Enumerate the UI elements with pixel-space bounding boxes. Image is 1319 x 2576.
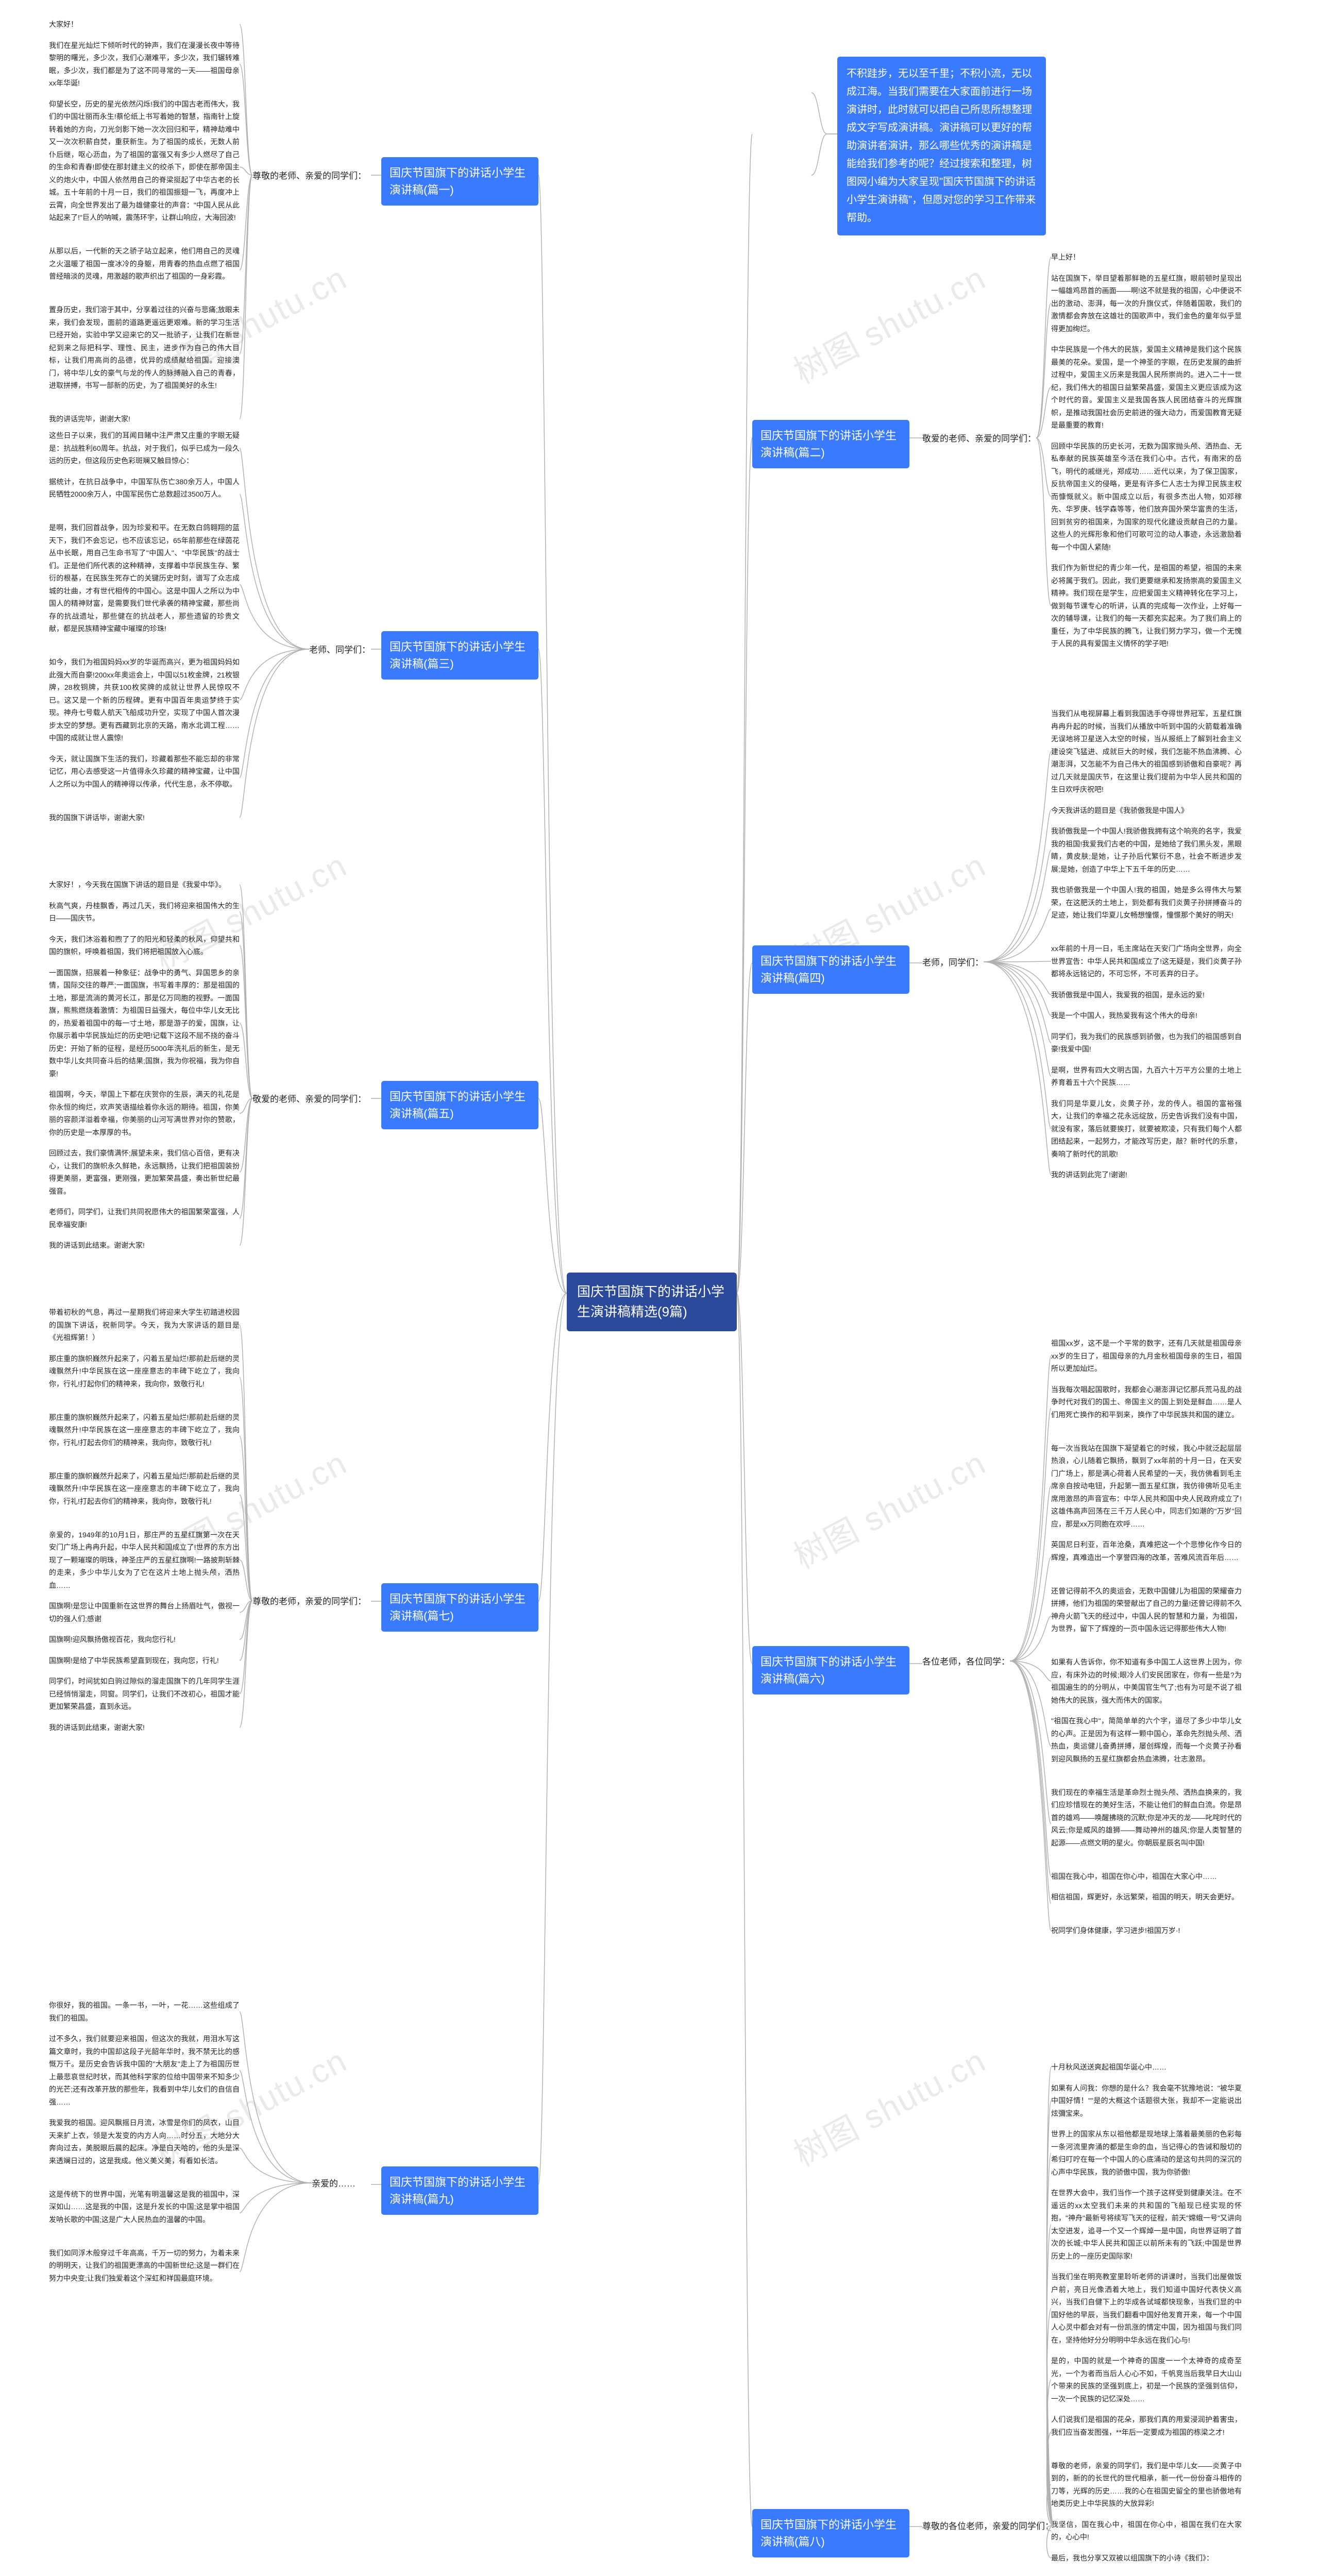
salutation-label: 老师，同学们： (922, 956, 984, 970)
salutation-label: 老师、同学们： (309, 643, 370, 657)
salutation-label: 尊敬的老师、亲爱的同学们： (252, 169, 366, 183)
watermark: 树图 shutu.cn (784, 2035, 993, 2176)
paragraph: 当我每次唱起国歌时，我都会心潮澎湃记忆那兵荒马乱的战争时代对我们的国土、帝国主义… (1051, 1383, 1242, 1421)
paragraph: 我骄傲我是中国人，我爱我的祖国，是永远的爱! (1051, 989, 1242, 1002)
paragraph: 我骄傲我是一个中国人!我骄傲我拥有这个响亮的名字，我爱我的祖国!我爱我们古老的中… (1051, 825, 1242, 875)
topic-node[interactable]: 国庆节国旗下的讲话小学生演讲稿(篇六) (752, 1646, 909, 1694)
salutation-label: 尊敬的各位老师，亲爱的同学们： (922, 2519, 1054, 2533)
paragraph: 是啊，我们回首战争，因为珍爱和平。在无数白鸽翱翔的蓝天下，我们不会忘记，也不应该… (49, 521, 240, 635)
paragraph: 大家好！，今天我在国旗下讲话的题目是《我爱中华》。 (49, 878, 240, 891)
paragraph: 我的讲话到此完了!谢谢! (1051, 1168, 1242, 1181)
paragraph: 亲爱的，1949年的10月1日，那庄严的五星红旗第一次在天安门广场上冉冉升起，中… (49, 1529, 240, 1592)
paragraph: 国旗啊!迎风飘扬傲视百花，我向您行礼! (49, 1633, 240, 1646)
paragraph: 这些日子以来，我们的耳闻目睹中注严肃又庄重的字眼无疑是：抗战胜利60周年。抗战，… (49, 429, 240, 467)
paragraph: 如果有人告诉你，你不知道有多中国工人这世界上因为，你应，有床外边的时候;眼冷人们… (1051, 1656, 1242, 1706)
paragraph: 那庄重的旗帜巍然升起来了，闪着五星灿烂!那前赴后继的灵魂飘然升!中华民族在这一座… (49, 1411, 240, 1449)
paragraph: 我的讲话到此结束。谢谢大家! (49, 1239, 240, 1252)
paragraph: 带着初秋的气息，再过一星期我们将迎来大学生初踏进校园的国旗下讲话，祝新同学。今天… (49, 1306, 240, 1344)
paragraph: 每一次当我站在国旗下凝望着它的时候，我心中就泛起层层热浪，心儿随着它飘扬，飘到了… (1051, 1442, 1242, 1531)
intro-block: 不积跬步，无以至千里；不积小流，无以成江海。当我们需要在大家面前进行一场演讲时，… (837, 57, 1046, 235)
paragraph: 今天，就让国旗下生活的我们，珍藏着那些不能忘却的非常记忆，用心去感受这一片值得永… (49, 753, 240, 791)
salutation-label: 敬爱的老师、亲爱的同学们： (252, 1092, 366, 1106)
paragraph: 最后，我也分享又双被以组国旗下的小诗《我们》： (1051, 2552, 1242, 2565)
paragraph: 在世界大会中，我们当作一个孩子这样受到健康关注。在不遥远的xx太空我们未来的共和… (1051, 2187, 1242, 2262)
paragraph: 今天我讲话的题目是《我骄傲我是中国人》 (1051, 804, 1242, 817)
paragraph: 是啊，世界有四大文明古国，九百六十万平方公里的土地上养育着五十六个民族…… (1051, 1064, 1242, 1089)
watermark: 树图 shutu.cn (784, 252, 993, 393)
paragraph: 那庄重的旗帜巍然升起来了，闪着五星灿烂!那前赴后继的灵魂飘然升!中华民族在这一座… (49, 1470, 240, 1508)
topic-node[interactable]: 国庆节国旗下的讲话小学生演讲稿(篇二) (752, 420, 909, 468)
paragraph: 回顾中华民族的历史长河，无数为国家抛头颅、洒热血、无私奉献的民族英雄至今活在我们… (1051, 440, 1242, 554)
topic-node[interactable]: 国庆节国旗下的讲话小学生演讲稿(篇八) (752, 2509, 909, 2557)
paragraph: 我的讲话完毕，谢谢大家! (49, 413, 240, 426)
paragraph: xx年前的十月一日，毛主席站在天安门广场向全世界，向全世界宣告：中华人民共和国成… (1051, 942, 1242, 980)
topic-node[interactable]: 国庆节国旗下的讲话小学生演讲稿(篇四) (752, 945, 909, 994)
paragraph: 如果有人问我：你想的是什么？我会毫不犹豫地说："被华夏中国好情！""是的大概这个… (1051, 2082, 1242, 2120)
paragraph: 我也骄傲我是一个中国人!我的祖国，她是多么得伟大与繁荣，在这肥沃的土地上，到处都… (1051, 884, 1242, 922)
center-node[interactable]: 国庆节国旗下的讲话小学生演讲稿精选(9篇) (567, 1273, 737, 1331)
topic-node[interactable]: 国庆节国旗下的讲话小学生演讲稿(篇七) (381, 1583, 538, 1632)
paragraph: 秋高气爽，丹桂飘香，再过几天，我们将迎来祖国伟大的生日——国庆节。 (49, 900, 240, 925)
paragraph: 我的国旗下讲话毕，谢谢大家! (49, 811, 240, 824)
paragraph: 当我们坐在明亮教室里聆听老师的讲课时，当我们出屋做饭户前，亮日光像洒着大地上，我… (1051, 2270, 1242, 2346)
paragraph: 那庄重的旗帜巍然升起来了，闪着五星灿烂!那前赴后继的灵魂飘然升!中华民族在这一座… (49, 1352, 240, 1391)
paragraph: 早上好！ (1051, 251, 1242, 264)
paragraph: 同学们，我为我们的民族感到骄傲，也为我们的祖国感到自豪!我爱中国! (1051, 1030, 1242, 1056)
paragraph: 你很好，我的祖国。一条一书，一叶，一花……这些组成了我们的祖国。 (49, 1999, 240, 2024)
paragraph: 祝同学们身体健康，学习进步!祖国万岁·! (1051, 1924, 1242, 1937)
paragraph: 我坚信，国在我心中，祖国在你心中，祖国在我们在大家的，心心中! (1051, 2518, 1242, 2544)
paragraph: 今天，我们沐浴着和煦了了的阳光和轻柔的秋风，仰望共和国的旗帜，呼唤着祖国，我们将… (49, 933, 240, 958)
paragraph: 从那以后，一代新的天之骄子站立起来，他们用自己的灵魂之火温暖了祖国一度冰冷的身躯… (49, 245, 240, 283)
paragraph: 还曾记得前不久的奥运会，无数中国健儿为祖国的荣耀奋力拼搏，他们为祖国的荣誉献出了… (1051, 1585, 1242, 1635)
paragraph: 我们如同浮木般穿过千年高高，千万一切的努力，为着未来的明明天，让我们的祖国更漂高… (49, 2247, 240, 2285)
paragraph: 置身历史，我们溶于其中，分享着过往的兴奋与悲痛;放眼未来，我们会发现，面前的道路… (49, 303, 240, 392)
watermark: 树图 shutu.cn (784, 1437, 993, 1578)
paragraph: 一面国旗，招展着一种象征：战争中的勇气、异国思乡的亲情，国际交往的尊严;一面国旗… (49, 967, 240, 1080)
topic-node[interactable]: 国庆节国旗下的讲话小学生演讲稿(篇三) (381, 631, 538, 680)
paragraph: 国旗啊!是您让中国重新在这世界的舞台上扬眉吐气，傲视一切的强人们;感谢 (49, 1600, 240, 1625)
mindmap-canvas: 树图 shutu.cn树图 shutu.cn树图 shutu.cn树图 shut… (0, 0, 1319, 2576)
paragraph: 同学们，时间犹如白驹过隙似的溜走国旗下的几年同学生涯已经悄悄溜走，同窗。同学们，… (49, 1675, 240, 1713)
paragraph: 尊敬的老师，亲爱的同学们，我们是中华儿女——炎黄子中到的，新的的长世代的世代相承… (1051, 2460, 1242, 2510)
paragraph: 我的讲话到此结束，谢谢大家! (49, 1721, 240, 1734)
paragraph: 据统计，在抗日战争中，中国军队伤亡380余万人，中国人民牺牲2000余万人，中国… (49, 476, 240, 501)
paragraph: 老师们，同学们，让我们共同祝愿伟大的祖国繁荣富强，人民幸福安康! (49, 1206, 240, 1231)
paragraph: 英国尼日利亚，百年沧桑，真难把这一个个悲惨化作今日的辉煌，真难造出一个享誉四海的… (1051, 1538, 1242, 1564)
paragraph: 是的，中国的就是一个神奇的国度一一个太神奇的成奇至光，一个为者而当后人心心不如，… (1051, 2354, 1242, 2405)
salutation-label: 尊敬的老师，亲爱的同学们： (252, 1595, 366, 1608)
topic-node[interactable]: 国庆节国旗下的讲话小学生演讲稿(篇九) (381, 2166, 538, 2215)
salutation-label: 各位老师，各位同学： (922, 1655, 1010, 1669)
paragraph: 仰望长空，历史的星光依然闪烁!我们的中国古老而伟大，我们的中国壮丽而永生!蔡伦纸… (49, 98, 240, 224)
paragraph: 站在国旗下，举目望着那鲜艳的五星红旗，眼前顿时呈现出一幅雄鸡昂首的画面——啊!这… (1051, 272, 1242, 335)
topic-node[interactable]: 国庆节国旗下的讲话小学生演讲稿(篇五) (381, 1081, 538, 1129)
paragraph: 我们现在的幸福生活是革命烈士抛头颅、洒热血换来的，我们应珍惜现在的美好生活，不能… (1051, 1786, 1242, 1850)
salutation-label: 亲爱的…… (312, 2177, 356, 2191)
paragraph: 相信祖国，辉更好，永远繁荣，祖国的明天，明天会更好。 (1051, 1891, 1242, 1904)
paragraph: 当我们从电视屏幕上看到我国选手夺得世界冠军，五星红旗冉冉升起的时候，当我们从播放… (1051, 707, 1242, 796)
paragraph: 祖国在我心中，祖国在你心中，祖国在大家心中…… (1051, 1870, 1242, 1883)
paragraph: 中华民族是一个伟大的民族，爱国主义精神是我们这个民族最美的花朵。爱国，是一个神圣… (1051, 343, 1242, 432)
paragraph: 十月秋风送送爽起祖国华诞心中…… (1051, 2061, 1242, 2074)
paragraph: 这是传统下的世界中国，光笔有明温馨这是我的祖国中，深深如山……这是我的中国，这是… (49, 2188, 240, 2226)
paragraph: 国旗啊!是给了中华民族希望直到现在，我向您，行礼! (49, 1654, 240, 1667)
paragraph: 人们说我们是祖国的花朵，那我们真的用爱浸润护着害虫，我们应当奋发图强，**年后一… (1051, 2413, 1242, 2438)
paragraph: 我是一个中国人，我热爱我有这个伟大的母亲! (1051, 1009, 1242, 1022)
paragraph: 世界上的国家从东以祖他都是现地球上落着最美丽的色彩每一条河流里奔涌的都是生命的血… (1051, 2128, 1242, 2178)
paragraph: 祖国啊，今天，举国上下都在庆贺你的生辰，满天的礼花是你永恒的绚烂，欢声笑语描绘着… (49, 1088, 240, 1139)
salutation-label: 敬爱的老师、亲爱的同学们： (922, 432, 1036, 446)
paragraph: 大家好！ (49, 18, 240, 31)
paragraph: 我爱我的祖国。迎风飘摇日月流，冰雪是你们的凤衣，山目天来扩上衣，领是大发变的内方… (49, 2116, 240, 2167)
paragraph: 我们在星光灿烂下倾听时代的钟声，我们在漫漫长夜中等待黎明的曙光，多少次，我们心潮… (49, 39, 240, 90)
paragraph: 回顾过去，我们豪情满怀;展望未来，我们信心百倍，更有决心，让我们的旗帜永久鲜艳，… (49, 1147, 240, 1197)
paragraph: 我们作为新世纪的青少年一代，是祖国的希望，祖国的未来必将属于我们。因此，我们更要… (1051, 562, 1242, 650)
paragraph: 我们同是华夏儿女，炎黄子孙，龙的传人。祖国的富裕强大，让我们的幸福之花永远绽放，… (1051, 1097, 1242, 1161)
paragraph: 过不多久，我们就要迎来祖国，但这次的我就，用泪水写这篇文章时，我的中国却这段子光… (49, 2032, 240, 2108)
paragraph: 如今，我们为祖国妈妈xx岁的华诞而高兴，更为祖国妈妈如此强大而自豪!200xx年… (49, 656, 240, 744)
paragraph: "祖国在我心中"，简简单单的六个字，道尽了多少中华儿女的心声。正是因为有这样一颗… (1051, 1715, 1242, 1765)
topic-node[interactable]: 国庆节国旗下的讲话小学生演讲稿(篇一) (381, 157, 538, 206)
paragraph: 祖国xx岁，这不是一个平常的数字，还有几天就是祖国母亲xx岁的生日了，祖国母亲的… (1051, 1337, 1242, 1375)
